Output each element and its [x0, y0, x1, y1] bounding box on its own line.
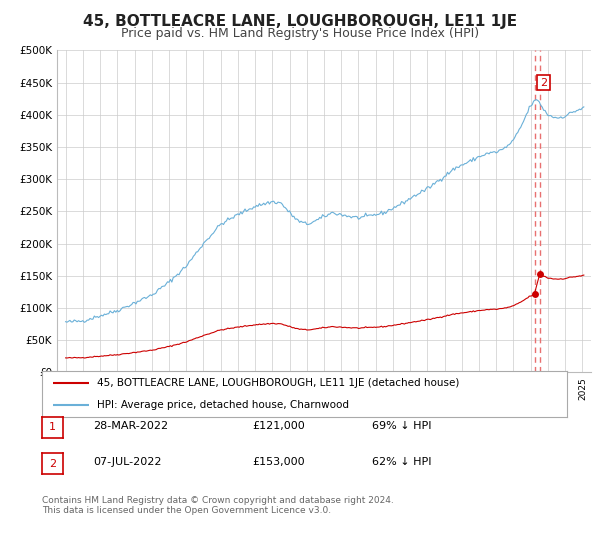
Text: 1: 1: [49, 422, 56, 432]
Text: £153,000: £153,000: [252, 457, 305, 467]
Text: 45, BOTTLEACRE LANE, LOUGHBOROUGH, LE11 1JE: 45, BOTTLEACRE LANE, LOUGHBOROUGH, LE11 …: [83, 14, 517, 29]
Text: 45, BOTTLEACRE LANE, LOUGHBOROUGH, LE11 1JE (detached house): 45, BOTTLEACRE LANE, LOUGHBOROUGH, LE11 …: [97, 378, 460, 388]
Text: Contains HM Land Registry data © Crown copyright and database right 2024.
This d: Contains HM Land Registry data © Crown c…: [42, 496, 394, 515]
Text: 2: 2: [540, 78, 547, 87]
Text: 62% ↓ HPI: 62% ↓ HPI: [372, 457, 431, 467]
Text: 2: 2: [49, 459, 56, 469]
Text: 28-MAR-2022: 28-MAR-2022: [93, 421, 168, 431]
Text: HPI: Average price, detached house, Charnwood: HPI: Average price, detached house, Char…: [97, 400, 349, 410]
Text: Price paid vs. HM Land Registry's House Price Index (HPI): Price paid vs. HM Land Registry's House …: [121, 27, 479, 40]
Text: 07-JUL-2022: 07-JUL-2022: [93, 457, 161, 467]
Text: 69% ↓ HPI: 69% ↓ HPI: [372, 421, 431, 431]
Text: £121,000: £121,000: [252, 421, 305, 431]
